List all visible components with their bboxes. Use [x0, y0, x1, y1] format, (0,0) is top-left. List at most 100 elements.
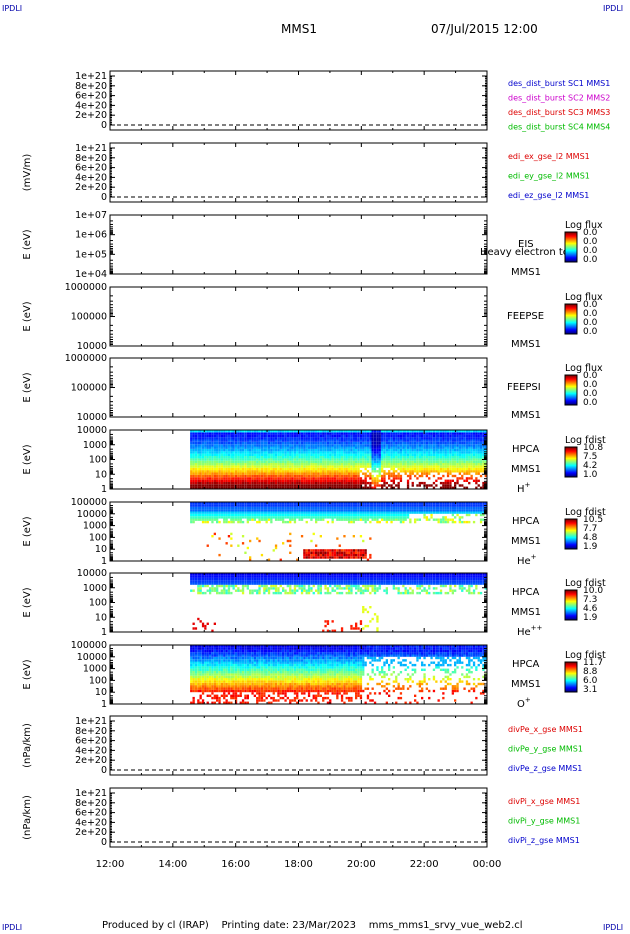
spectro-cell	[282, 502, 285, 505]
spectro-cell	[289, 463, 292, 466]
spectro-cell	[458, 453, 461, 456]
spectro-cell	[442, 441, 445, 445]
spectro-cell	[251, 481, 254, 485]
spectro-cell	[190, 481, 193, 485]
spectro-cell	[239, 511, 242, 514]
spectro-cell	[197, 458, 200, 461]
spectro-cell	[336, 516, 339, 519]
spectro-cell	[218, 502, 221, 505]
spectro-cell	[352, 511, 355, 514]
spectro-cell	[258, 520, 261, 524]
spectro-cell	[479, 518, 483, 521]
spectro-cell	[331, 477, 334, 480]
spectro-cell	[223, 439, 226, 442]
spectro-cell	[371, 453, 374, 456]
spectro-cell	[300, 511, 304, 514]
spectro-cell	[258, 481, 261, 485]
spectro-cell	[284, 444, 287, 447]
spectro-cell	[307, 458, 311, 461]
spectro-cell	[477, 441, 480, 445]
spectro-cell	[472, 511, 476, 514]
spectro-cell	[310, 451, 313, 454]
spectro-cell	[395, 463, 398, 466]
spectro-cell	[194, 518, 198, 521]
spectro-cell	[439, 444, 443, 447]
spectro-cell	[463, 467, 466, 471]
spectro-cell	[253, 434, 256, 438]
spectro-cell	[411, 470, 414, 473]
spectro-cell	[197, 456, 200, 459]
spectro-cell	[300, 432, 304, 435]
spectro-cell	[239, 444, 242, 447]
spectro-cell	[482, 486, 485, 489]
spectro-cell	[230, 470, 233, 473]
spectro-cell	[315, 504, 318, 507]
spectro-cell	[303, 502, 306, 505]
spectro-cell	[385, 513, 388, 517]
spectro-cell	[218, 506, 221, 510]
spectro-cell	[209, 516, 212, 519]
spectro-cell	[246, 451, 249, 454]
spectro-cell	[364, 520, 367, 524]
spectro-cell	[331, 504, 334, 507]
spectro-cell	[362, 437, 365, 440]
spectro-cell	[465, 460, 469, 464]
spectro-cell	[430, 509, 433, 512]
spectro-cell	[249, 539, 252, 543]
spectro-cell	[230, 477, 233, 480]
spectro-cell	[439, 439, 443, 442]
spectro-cell	[399, 504, 403, 507]
spectro-cell	[305, 474, 308, 478]
spectro-cell	[416, 470, 419, 473]
spectro-cell	[216, 481, 219, 485]
spectro-cell	[272, 432, 275, 435]
spectro-cell	[192, 451, 195, 454]
spectro-cell	[225, 506, 228, 510]
spectro-cell	[333, 511, 337, 514]
spectro-cell	[409, 465, 412, 468]
spectro-cell	[258, 439, 261, 442]
spectro-cell	[192, 458, 195, 461]
spectro-cell	[329, 477, 332, 480]
spectro-cell	[282, 453, 285, 456]
spectro-cell	[265, 506, 268, 510]
spectro-cell	[190, 448, 193, 452]
spectro-cell	[458, 441, 461, 445]
spectro-cell	[246, 437, 249, 440]
spectro-cell	[371, 465, 374, 468]
spectro-cell	[211, 513, 214, 517]
spectro-cell	[454, 484, 457, 487]
spectro-cell	[463, 444, 466, 447]
spectro-cell	[218, 453, 221, 456]
spectro-cell	[307, 481, 311, 485]
spectro-cell	[296, 558, 299, 561]
spectro-cell	[404, 516, 407, 519]
spectro-cell	[451, 467, 454, 471]
y-tick-label: 1	[101, 484, 107, 495]
spectro-cell	[338, 446, 341, 449]
spectro-cell	[199, 444, 202, 447]
spectro-cell	[307, 434, 311, 438]
instrument-label: FEEPSE	[507, 311, 544, 322]
spectro-cell	[282, 470, 285, 473]
spectro-cell	[402, 437, 405, 440]
spectro-cell	[263, 432, 266, 435]
spectro-cell	[402, 446, 405, 449]
spectro-cell	[326, 506, 330, 510]
spectro-cell	[310, 516, 313, 519]
spectro-cell	[399, 506, 403, 510]
spectro-cell	[227, 479, 231, 482]
spectro-cell	[385, 432, 388, 435]
spectro-cell	[315, 467, 318, 471]
spectro-cell	[472, 437, 476, 440]
spectro-cell	[190, 446, 193, 449]
colorbar-band	[565, 240, 577, 242]
spectro-cell	[352, 434, 355, 438]
spectro-cell	[298, 513, 301, 517]
spectro-cell	[190, 518, 193, 521]
spectro-cell	[298, 432, 301, 435]
spectro-cell	[470, 441, 473, 445]
spectro-cell	[241, 504, 245, 507]
spectro-cell	[315, 549, 318, 552]
spectro-cell	[246, 463, 249, 466]
